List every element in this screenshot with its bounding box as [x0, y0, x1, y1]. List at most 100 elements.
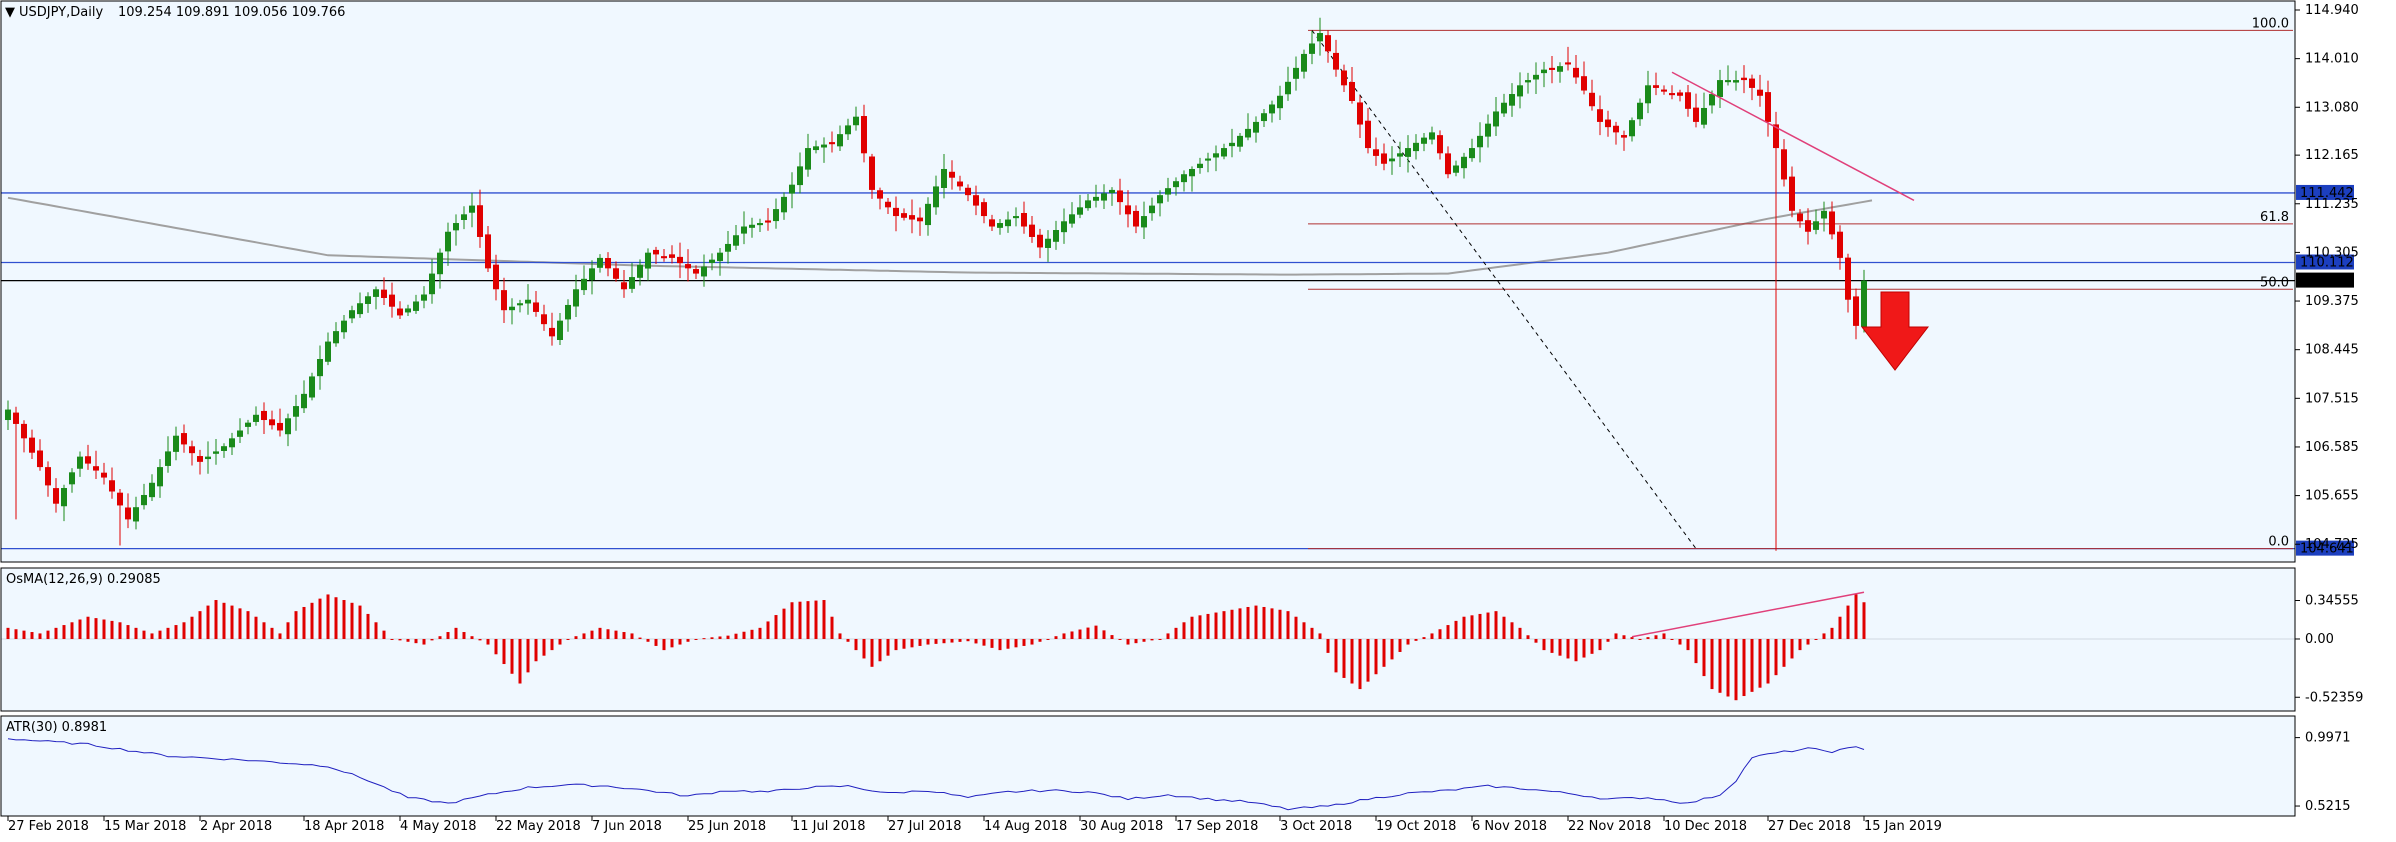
candle[interactable] — [1085, 194, 1091, 211]
candle[interactable] — [629, 262, 635, 293]
candle[interactable] — [733, 224, 739, 251]
candle[interactable] — [381, 277, 387, 306]
candle[interactable] — [1501, 93, 1507, 117]
candle[interactable] — [317, 345, 323, 390]
candle[interactable] — [1189, 166, 1195, 192]
candle[interactable] — [173, 426, 179, 461]
candle[interactable] — [957, 175, 963, 191]
candle[interactable] — [1061, 208, 1067, 244]
candle[interactable] — [269, 410, 275, 430]
candle[interactable] — [1597, 95, 1603, 136]
candle[interactable] — [661, 249, 667, 262]
candle[interactable] — [1125, 190, 1131, 228]
candle[interactable] — [437, 248, 443, 289]
candle[interactable] — [453, 214, 459, 246]
candle[interactable] — [1613, 121, 1619, 145]
candle[interactable] — [613, 261, 619, 282]
candle[interactable] — [373, 286, 379, 310]
candle[interactable] — [397, 301, 403, 320]
candle[interactable] — [349, 305, 355, 324]
candle[interactable] — [997, 218, 1003, 235]
candle[interactable] — [493, 254, 499, 301]
candle[interactable] — [181, 424, 187, 453]
candle[interactable] — [989, 214, 995, 232]
candle[interactable] — [653, 246, 659, 265]
candle[interactable] — [813, 140, 819, 154]
candle[interactable] — [1149, 197, 1155, 221]
candle[interactable] — [1445, 146, 1451, 179]
price-trend-line[interactable] — [1671, 71, 1915, 202]
candle[interactable] — [157, 459, 163, 498]
candle[interactable] — [429, 259, 435, 304]
candle[interactable] — [917, 207, 923, 236]
candle[interactable] — [1325, 30, 1331, 63]
candle[interactable] — [1541, 61, 1547, 88]
candle[interactable] — [37, 439, 43, 471]
candle[interactable] — [357, 292, 363, 318]
candle[interactable] — [1221, 143, 1227, 160]
candle[interactable] — [413, 294, 419, 314]
candle[interactable] — [21, 420, 27, 453]
candle[interactable] — [253, 406, 259, 426]
candle[interactable] — [29, 429, 35, 460]
candle[interactable] — [541, 304, 547, 331]
candle[interactable] — [141, 483, 147, 510]
candle[interactable] — [805, 133, 811, 177]
candle[interactable] — [13, 406, 19, 520]
candle[interactable] — [1797, 209, 1803, 228]
candle[interactable] — [125, 493, 131, 529]
candle[interactable] — [365, 292, 371, 313]
candle[interactable] — [77, 451, 83, 477]
candle[interactable] — [189, 440, 195, 466]
candle[interactable] — [1717, 69, 1723, 109]
candle[interactable] — [533, 290, 539, 317]
candle[interactable] — [1133, 205, 1139, 234]
candle[interactable] — [565, 299, 571, 332]
candle[interactable] — [677, 242, 683, 279]
candle[interactable] — [1757, 74, 1763, 107]
candle[interactable] — [1269, 100, 1275, 123]
candle[interactable] — [933, 175, 939, 215]
candle[interactable] — [1429, 126, 1435, 145]
candle[interactable] — [1653, 72, 1659, 96]
candle[interactable] — [1389, 146, 1395, 175]
candle[interactable] — [1669, 85, 1675, 100]
candle[interactable] — [1509, 83, 1515, 117]
candle[interactable] — [685, 249, 691, 282]
candle[interactable] — [1693, 93, 1699, 128]
candle[interactable] — [5, 400, 11, 430]
candle[interactable] — [1197, 157, 1203, 174]
candle[interactable] — [213, 439, 219, 465]
candle[interactable] — [1117, 178, 1123, 215]
candle[interactable] — [605, 252, 611, 277]
candle[interactable] — [1341, 64, 1347, 92]
candle[interactable] — [1397, 141, 1403, 167]
chart-header-arrow[interactable]: ▼ — [5, 5, 15, 20]
candle[interactable] — [645, 248, 651, 281]
candle[interactable] — [1373, 137, 1379, 166]
candle[interactable] — [1453, 160, 1459, 177]
candle[interactable] — [149, 474, 155, 501]
candle[interactable] — [1037, 228, 1043, 259]
candle[interactable] — [1645, 70, 1651, 114]
candle[interactable] — [293, 394, 299, 431]
candle[interactable] — [85, 444, 91, 470]
candle[interactable] — [621, 269, 627, 298]
candle[interactable] — [1109, 187, 1115, 206]
candle[interactable] — [725, 231, 731, 264]
candle[interactable] — [1477, 122, 1483, 163]
candle[interactable] — [877, 187, 883, 210]
candle[interactable] — [109, 467, 115, 499]
candle[interactable] — [1205, 152, 1211, 173]
candle[interactable] — [1069, 202, 1075, 228]
candle[interactable] — [709, 253, 715, 271]
candle[interactable] — [461, 206, 467, 230]
candle[interactable] — [1405, 135, 1411, 173]
candle[interactable] — [941, 153, 947, 199]
candle[interactable] — [701, 254, 707, 287]
candle[interactable] — [861, 104, 867, 163]
candle[interactable] — [669, 245, 675, 264]
candle[interactable] — [693, 265, 699, 279]
candle[interactable] — [845, 118, 851, 141]
candle[interactable] — [717, 247, 723, 276]
